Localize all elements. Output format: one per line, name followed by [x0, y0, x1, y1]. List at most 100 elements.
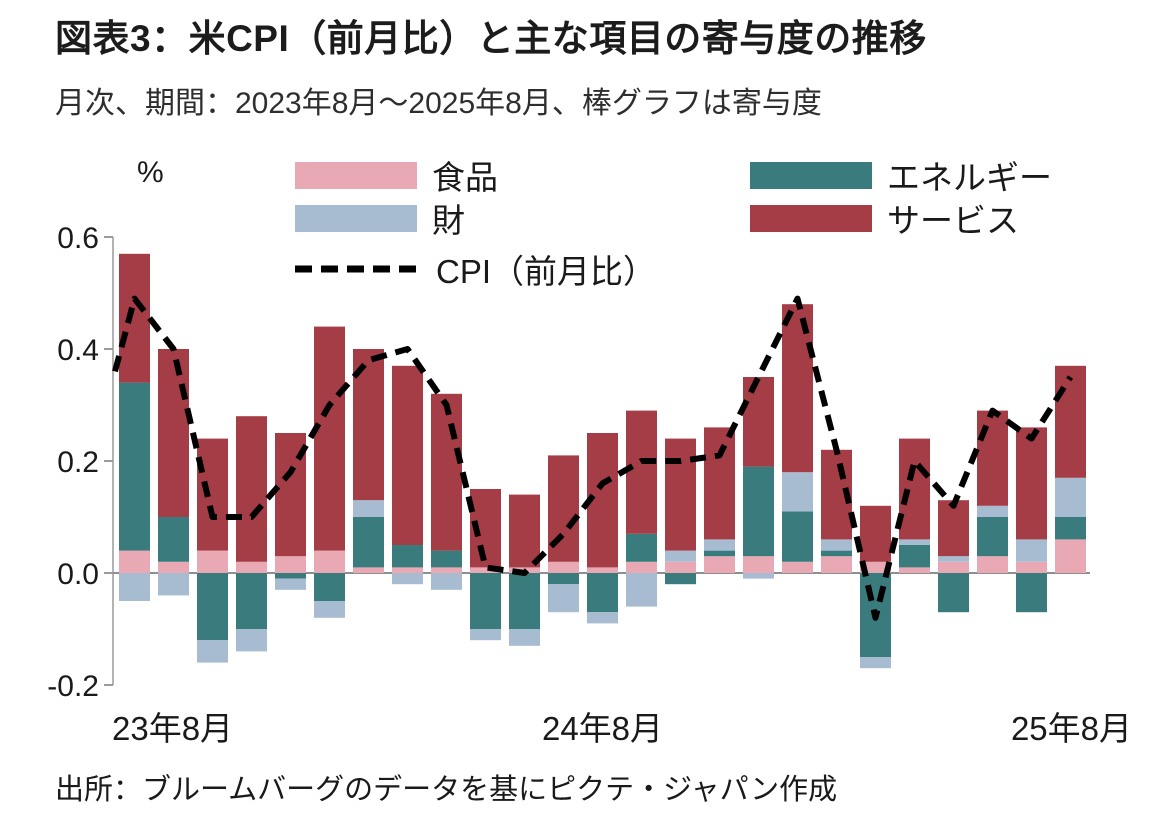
bar-segment	[548, 573, 579, 585]
y-axis-unit-label: %	[137, 156, 164, 189]
bar-segment	[158, 573, 189, 596]
bar-segment	[314, 601, 345, 618]
bar-segment	[236, 573, 267, 629]
bar-segment	[743, 556, 774, 573]
energy-swatch-icon	[750, 161, 872, 189]
bar-segment	[704, 427, 735, 540]
bar-segment	[665, 561, 696, 573]
bar-segment	[1055, 365, 1086, 478]
bar-segment	[236, 561, 267, 573]
bar-segment	[899, 539, 930, 545]
bar-segment	[626, 410, 657, 534]
bar-segment	[197, 550, 228, 573]
bar-segment	[275, 573, 306, 579]
y-tick-label: 0.0	[57, 558, 99, 591]
bar-segment	[275, 578, 306, 590]
legend-label-services: サービス	[887, 202, 1019, 239]
bar-segment	[782, 511, 813, 562]
x-tick-label: 23年8月	[112, 710, 233, 747]
bar-segment	[743, 466, 774, 557]
bar-segment	[704, 539, 735, 551]
bar-segment	[899, 438, 930, 540]
bar-segment	[509, 573, 540, 629]
legend-label-energy: エネルギー	[887, 159, 1052, 196]
bar-segment	[977, 517, 1008, 557]
bar-segment	[509, 494, 540, 568]
bar-segment	[665, 573, 696, 585]
legend-item-food: 食品	[295, 158, 498, 196]
goods-swatch-icon	[295, 204, 417, 232]
bar-segment	[314, 326, 345, 551]
y-tick-label: 0.4	[57, 334, 99, 367]
bar-segment	[938, 561, 969, 573]
legend-item-energy: エネルギー	[750, 158, 1052, 196]
bar-segment	[119, 253, 150, 383]
bar-segment	[1055, 477, 1086, 517]
bar-segment	[977, 410, 1008, 506]
bar-segment	[314, 573, 345, 601]
bar-segment	[860, 505, 891, 562]
legend-label-cpi: CPI（前月比）	[436, 253, 657, 290]
bar-segment	[665, 550, 696, 562]
bar-segment	[314, 550, 345, 573]
bar-segment	[626, 561, 657, 573]
y-tick-label: 0.6	[57, 222, 99, 255]
bar-segment	[158, 517, 189, 562]
bar-segment	[1016, 561, 1047, 573]
source-note: 出所：ブルームバーグのデータを基にピクテ・ジャパン作成	[55, 774, 838, 806]
bar-segment	[1016, 539, 1047, 562]
cpi-line	[112, 295, 1074, 621]
bar-segment	[977, 505, 1008, 517]
bar-segment	[392, 365, 423, 545]
bar-segment	[1055, 517, 1086, 540]
legend-label-food: 食品	[432, 159, 498, 196]
bar-segment	[353, 500, 384, 517]
services-swatch-icon	[750, 204, 872, 232]
bar-segment	[431, 550, 462, 568]
bar-segment	[860, 561, 891, 573]
bar-segment	[626, 573, 657, 607]
bar-segment	[392, 567, 423, 573]
bar-segment	[470, 629, 501, 641]
bar-segment	[353, 517, 384, 568]
bar-segment	[275, 556, 306, 573]
bar-segment	[743, 377, 774, 467]
bar-segment	[665, 438, 696, 551]
bar-segment	[938, 556, 969, 562]
bar-segment	[197, 438, 228, 551]
bar-segment	[743, 573, 774, 579]
figure-title: 図表3：米CPI（前月比）と主な項目の寄与度の推移	[55, 18, 927, 59]
bar-segment	[236, 629, 267, 652]
figure-subtitle: 月次、期間：2023年8月～2025年8月、棒グラフは寄与度	[55, 87, 822, 120]
cpi-dash-sample-icon	[295, 265, 419, 273]
bar-segment	[782, 561, 813, 573]
bar-segment	[431, 567, 462, 573]
bar-segment	[158, 349, 189, 517]
bar-segment	[548, 584, 579, 613]
bar-segment	[470, 573, 501, 629]
x-tick-label: 24年8月	[542, 710, 663, 747]
bar-segment	[938, 500, 969, 557]
x-tick-label: 25年8月	[1011, 710, 1132, 747]
bar-segment	[1016, 573, 1047, 613]
bar-segment	[119, 550, 150, 573]
bar-segment	[938, 573, 969, 613]
bar-segment	[197, 640, 228, 663]
bar-segment	[119, 573, 150, 601]
bar-segment	[431, 573, 462, 590]
bar-segment	[977, 556, 1008, 573]
y-axis: 0.6 0.4 0.2 0.0 -0.2	[47, 222, 114, 703]
food-swatch-icon	[295, 161, 417, 189]
bar-segment	[431, 393, 462, 551]
legend-label-goods: 財	[432, 202, 465, 239]
bar-segment	[236, 416, 267, 562]
bar-segment	[1055, 539, 1086, 573]
bar-segment	[587, 612, 618, 624]
bar-segment	[587, 573, 618, 613]
bar-segment	[821, 556, 852, 573]
legend-item-goods: 財	[295, 201, 465, 239]
stacked-bars	[119, 253, 1086, 669]
bar-segment	[470, 567, 501, 573]
bar-segment	[353, 567, 384, 573]
